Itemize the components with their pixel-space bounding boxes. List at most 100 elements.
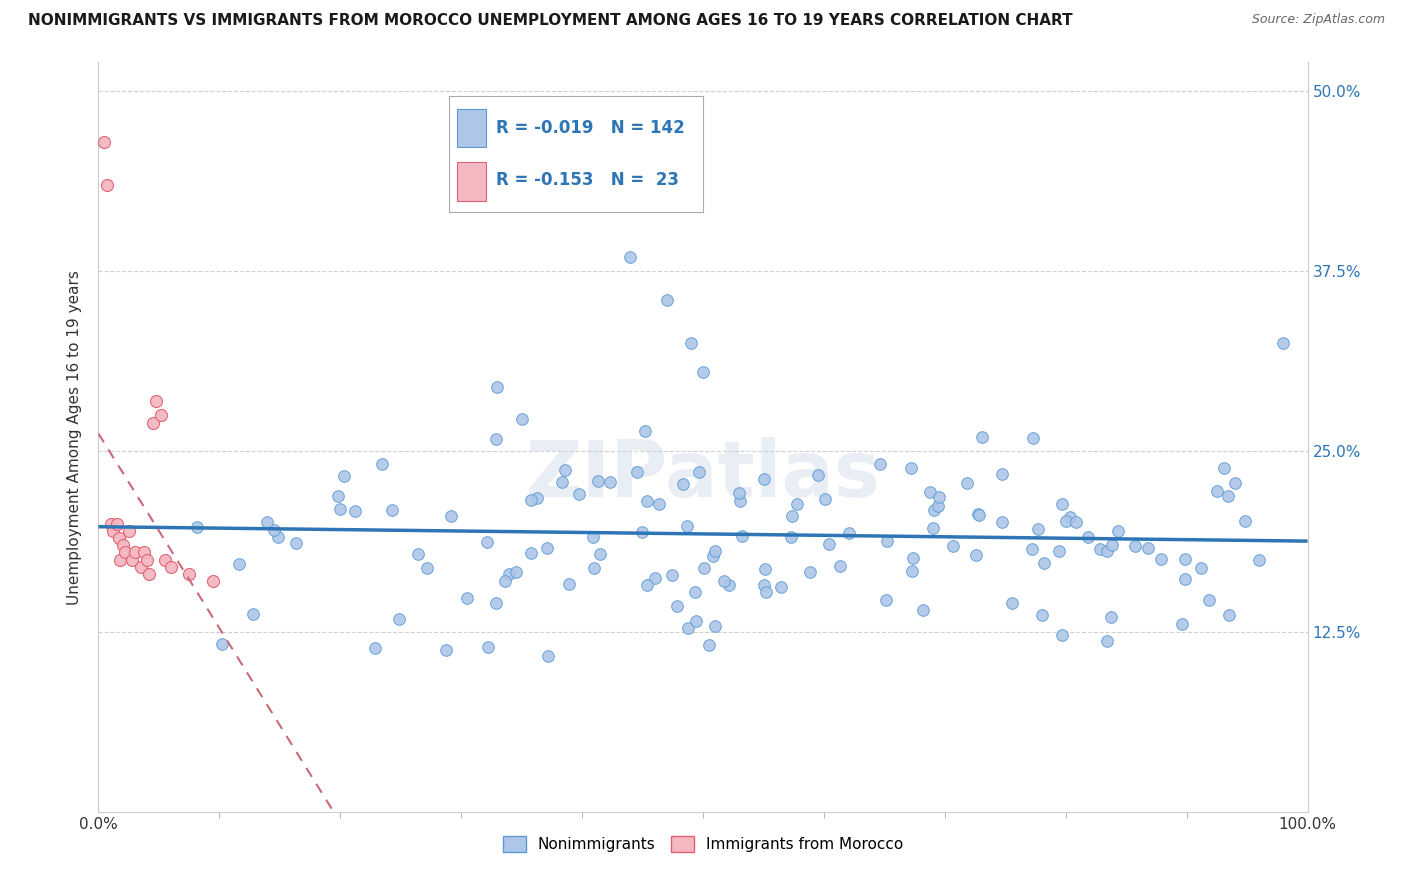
Point: [626, 465, 648, 479]
Point: [100, 516, 122, 531]
Point: [554, 463, 576, 477]
Point: [780, 509, 803, 524]
Point: [406, 547, 429, 561]
Point: [730, 494, 752, 508]
Point: [676, 621, 699, 635]
Point: [1170, 617, 1192, 632]
Point: [679, 336, 702, 351]
Point: [633, 424, 655, 438]
Point: [134, 545, 156, 559]
Point: [713, 574, 735, 588]
Point: [718, 578, 741, 592]
Point: [786, 497, 808, 511]
Point: [1218, 607, 1240, 622]
Point: [434, 643, 457, 657]
Point: [456, 591, 478, 605]
Point: [242, 607, 264, 622]
Point: [1206, 484, 1229, 499]
Point: [1095, 634, 1118, 648]
Y-axis label: Unemployment Among Ages 16 to 19 years: Unemployment Among Ages 16 to 19 years: [67, 269, 83, 605]
Point: [101, 524, 124, 538]
Point: [520, 546, 543, 560]
Point: [1174, 551, 1197, 566]
Point: [965, 548, 987, 562]
Point: [683, 584, 706, 599]
Point: [333, 468, 356, 483]
Point: [1150, 551, 1173, 566]
Point: [1031, 608, 1053, 623]
Point: [1198, 593, 1220, 607]
Point: [1050, 628, 1073, 642]
Point: [900, 461, 922, 475]
Legend: Nonimmigrants, Immigrants from Morocco: Nonimmigrants, Immigrants from Morocco: [496, 830, 910, 858]
Point: [648, 497, 671, 511]
Point: [731, 529, 754, 543]
Point: [186, 520, 208, 534]
Point: [1101, 538, 1123, 552]
Point: [388, 612, 411, 626]
Point: [520, 492, 543, 507]
Point: [526, 491, 548, 505]
Point: [991, 515, 1014, 529]
Point: [267, 530, 290, 544]
Point: [754, 578, 776, 592]
Point: [505, 565, 527, 579]
Point: [918, 485, 941, 500]
Point: [135, 552, 157, 566]
Point: [326, 489, 349, 503]
Point: [1001, 596, 1024, 610]
Point: [138, 566, 160, 581]
Point: [755, 585, 778, 599]
Point: [118, 524, 141, 538]
Point: [1047, 544, 1070, 558]
Point: [1107, 524, 1129, 539]
Point: [912, 602, 935, 616]
Point: [921, 521, 943, 535]
Point: [537, 649, 560, 664]
Point: [568, 487, 591, 501]
Point: [1272, 336, 1295, 351]
Point: [754, 561, 776, 575]
Point: [942, 539, 965, 553]
Point: [876, 533, 898, 548]
Point: [153, 552, 176, 566]
Point: [928, 490, 950, 504]
Point: [129, 559, 152, 574]
Point: [807, 468, 830, 483]
Point: [380, 503, 402, 517]
Point: [1212, 460, 1234, 475]
Point: [150, 409, 173, 423]
Point: [108, 552, 131, 566]
Point: [484, 432, 506, 446]
Point: [869, 458, 891, 472]
Text: Source: ZipAtlas.com: Source: ZipAtlas.com: [1251, 13, 1385, 27]
Point: [583, 561, 606, 575]
Point: [114, 545, 136, 559]
Point: [498, 566, 520, 581]
Point: [1095, 543, 1118, 558]
Point: [558, 577, 581, 591]
Point: [1028, 523, 1050, 537]
Point: [494, 574, 516, 588]
Point: [967, 507, 990, 521]
Point: [655, 293, 678, 308]
Point: [1099, 610, 1122, 624]
Point: [1137, 541, 1160, 555]
Point: [160, 559, 183, 574]
Point: [956, 475, 979, 490]
Point: [728, 486, 751, 500]
Point: [485, 597, 508, 611]
Point: [1059, 510, 1081, 524]
Point: [631, 525, 654, 540]
Point: [284, 536, 307, 550]
Point: [96, 178, 118, 192]
Point: [636, 578, 658, 592]
Point: [1064, 515, 1087, 529]
Point: [828, 558, 851, 573]
Point: [1189, 561, 1212, 575]
Point: [1088, 542, 1111, 557]
Point: [142, 416, 165, 430]
Point: [1032, 556, 1054, 570]
Point: [1216, 488, 1239, 502]
Point: [440, 508, 463, 523]
